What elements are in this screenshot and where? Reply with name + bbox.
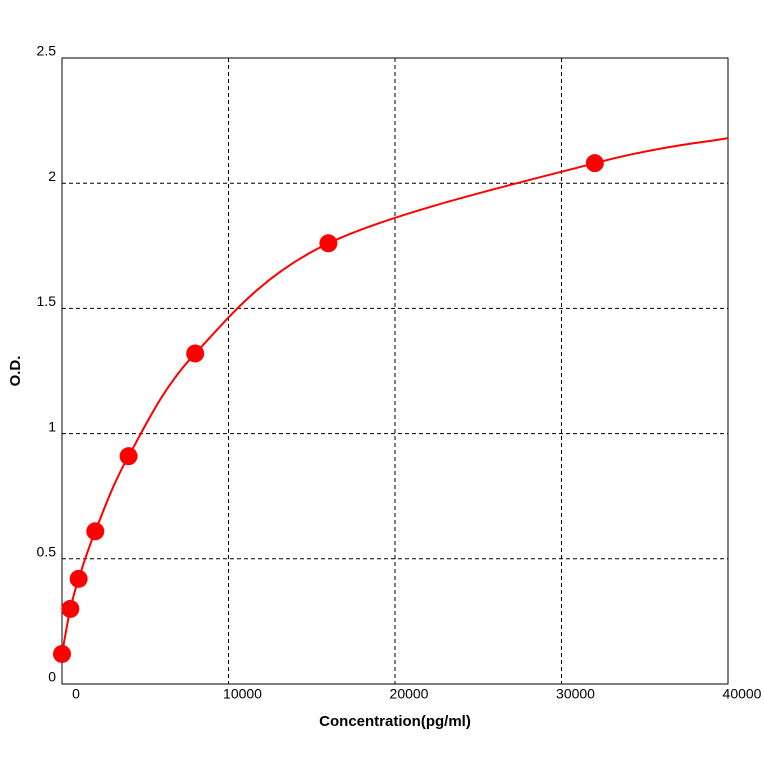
y-axis-title: O.D. [7,356,24,387]
y-tick-label: 1 [48,418,56,434]
x-tick-label: 10000 [223,686,262,702]
data-point [86,522,105,541]
x-tick-label: 20000 [390,686,429,702]
data-point [119,447,138,466]
x-tick-label: 0 [72,686,80,702]
y-tick-label: 0.5 [37,544,57,560]
plot-frame [61,57,729,685]
y-tick-label: 2 [48,168,56,184]
x-axis-title: Concentration(pg/ml) [319,713,471,730]
data-point [61,599,80,618]
y-tick-label: 2.5 [37,43,57,59]
data-point [585,154,604,173]
y-tick-label: 0 [48,669,56,685]
data-point [319,234,338,253]
data-point [53,644,71,663]
data-point [186,344,205,363]
data-point [69,569,88,588]
y-tick-label: 1.5 [37,293,57,309]
x-tick-label: 30000 [556,686,595,702]
x-tick-label: 40000 [723,686,762,702]
